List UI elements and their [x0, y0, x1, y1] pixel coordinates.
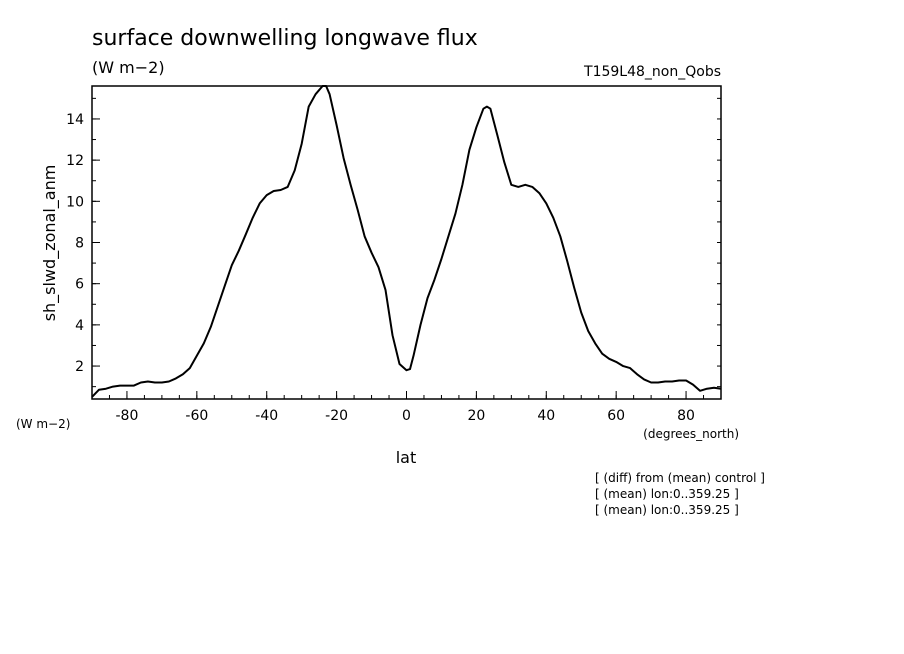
x-tick-label: -20: [325, 408, 348, 424]
x-ticks: -80 -60 -40 -20 0 20 40 60 80: [116, 391, 695, 424]
units-label-top: (W m−2): [92, 58, 165, 77]
x-tick-label: 0: [402, 408, 411, 424]
y-tick-label: 12: [66, 153, 84, 169]
y-ticks: 2 4 6 8 10 12 14: [66, 112, 100, 375]
y-units-label: (W m−2): [16, 417, 70, 431]
x-tick-label: 60: [607, 408, 625, 424]
y-tick-label: 14: [66, 112, 84, 128]
x-tick-label: 40: [537, 408, 555, 424]
y-axis-label: sh_slwd_zonal_anm: [40, 165, 60, 322]
y-tick-label: 6: [75, 277, 84, 293]
note-diff: [ (diff) from (mean) control ]: [595, 471, 765, 485]
series-line: [91, 85, 722, 398]
x-tick-label: 80: [677, 408, 695, 424]
chart-title: surface downwelling longwave flux: [92, 26, 478, 51]
y-tick-label: 4: [75, 318, 84, 334]
x-axis-label: lat: [396, 448, 417, 467]
note-mean-lon-1: [ (mean) lon:0..359.25 ]: [595, 487, 739, 501]
y-tick-label: 10: [66, 194, 84, 210]
y-tick-label: 8: [75, 236, 84, 252]
x-tick-label: -80: [116, 408, 139, 424]
note-mean-lon-2: [ (mean) lon:0..359.25 ]: [595, 503, 739, 517]
run-label: T159L48_non_Qobs: [583, 64, 721, 80]
x-units-label: (degrees_north): [643, 427, 739, 441]
plot-frame: [91, 85, 722, 400]
x-tick-label: -60: [185, 408, 208, 424]
x-tick-label: 20: [467, 408, 485, 424]
x-tick-label: -40: [255, 408, 278, 424]
y-minor-ticks: [92, 97, 721, 388]
y-tick-label: 2: [75, 359, 84, 375]
